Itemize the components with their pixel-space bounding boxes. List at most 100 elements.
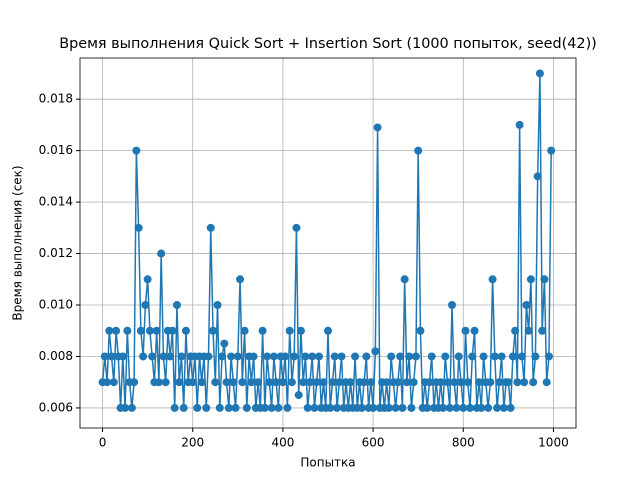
data-point <box>463 378 472 387</box>
data-point <box>493 403 502 412</box>
data-point <box>197 378 206 387</box>
data-point <box>312 378 321 387</box>
x-axis-label: Попытка <box>300 456 355 470</box>
data-point <box>362 352 371 361</box>
data-point <box>188 378 197 387</box>
data-point <box>209 326 218 335</box>
data-point <box>466 403 475 412</box>
data-point <box>247 378 256 387</box>
data-line <box>101 73 552 408</box>
data-point <box>285 326 294 335</box>
data-point <box>204 352 213 361</box>
data-point <box>470 326 479 335</box>
data-point <box>373 123 382 132</box>
x-tick-label: 1000 <box>538 436 569 450</box>
y-tick-label: 0.006 <box>39 400 73 414</box>
data-point <box>166 352 175 361</box>
data-point <box>542 378 551 387</box>
data-point <box>533 172 542 181</box>
data-point <box>100 352 109 361</box>
data-point <box>242 403 251 412</box>
data-point <box>468 352 477 361</box>
data-point <box>457 378 466 387</box>
data-point <box>547 146 556 155</box>
data-point <box>211 378 220 387</box>
data-point <box>506 403 515 412</box>
data-point <box>148 352 157 361</box>
data-point <box>240 326 249 335</box>
data-point <box>141 301 150 310</box>
data-point <box>387 352 396 361</box>
data-point <box>218 352 227 361</box>
data-point <box>231 403 240 412</box>
y-tick-label: 0.018 <box>39 92 73 106</box>
data-point <box>490 352 499 361</box>
data-point <box>272 378 281 387</box>
data-point <box>369 403 378 412</box>
data-point <box>382 378 391 387</box>
y-tick-label: 0.008 <box>39 349 73 363</box>
data-point <box>398 403 407 412</box>
data-point <box>409 378 418 387</box>
y-tick-label: 0.014 <box>39 195 73 209</box>
data-point <box>301 352 310 361</box>
data-point <box>287 378 296 387</box>
data-point <box>263 352 272 361</box>
chart-title: Время выполнения Quick Sort + Insertion … <box>59 36 597 52</box>
data-point <box>326 403 335 412</box>
x-tick-label: 0 <box>99 436 107 450</box>
data-point <box>416 326 425 335</box>
data-point <box>258 326 267 335</box>
data-point <box>402 378 411 387</box>
data-point <box>486 378 495 387</box>
data-point <box>127 403 136 412</box>
data-point <box>454 352 463 361</box>
y-tick-label: 0.012 <box>39 246 73 260</box>
y-axis-label: Время выполнения (сек) <box>11 165 25 320</box>
data-point <box>526 275 535 284</box>
data-point <box>132 146 141 155</box>
data-point <box>445 403 454 412</box>
data-point <box>452 403 461 412</box>
data-point <box>229 378 238 387</box>
data-point <box>324 326 332 335</box>
data-point <box>425 378 434 387</box>
data-point <box>522 301 531 310</box>
data-point <box>423 403 432 412</box>
data-point <box>438 403 447 412</box>
data-point <box>215 403 224 412</box>
data-point <box>175 378 184 387</box>
x-tick-label: 400 <box>271 436 294 450</box>
data-point <box>393 378 402 387</box>
data-point <box>337 352 346 361</box>
y-tick-label: 0.010 <box>39 298 73 312</box>
data-point <box>351 352 360 361</box>
data-point <box>517 352 526 361</box>
plot-frame <box>79 57 577 429</box>
data-point <box>168 326 177 335</box>
data-point <box>484 403 493 412</box>
data-point <box>524 326 533 335</box>
data-point <box>159 352 168 361</box>
data-point <box>328 378 337 387</box>
data-point <box>105 326 114 335</box>
data-point <box>290 352 299 361</box>
data-point <box>310 403 319 412</box>
data-point <box>303 403 312 412</box>
data-point <box>227 352 236 361</box>
data-point <box>112 326 121 335</box>
data-point <box>407 403 416 412</box>
data-point <box>346 378 355 387</box>
data-point <box>269 352 278 361</box>
data-point <box>535 69 544 78</box>
x-tick-label: 600 <box>362 436 385 450</box>
data-point <box>292 223 301 232</box>
data-point <box>265 378 274 387</box>
data-point <box>236 275 245 284</box>
data-point <box>477 403 486 412</box>
data-point <box>391 403 400 412</box>
data-point <box>161 378 170 387</box>
data-point <box>448 301 456 310</box>
data-point <box>109 378 118 387</box>
data-point <box>411 352 420 361</box>
